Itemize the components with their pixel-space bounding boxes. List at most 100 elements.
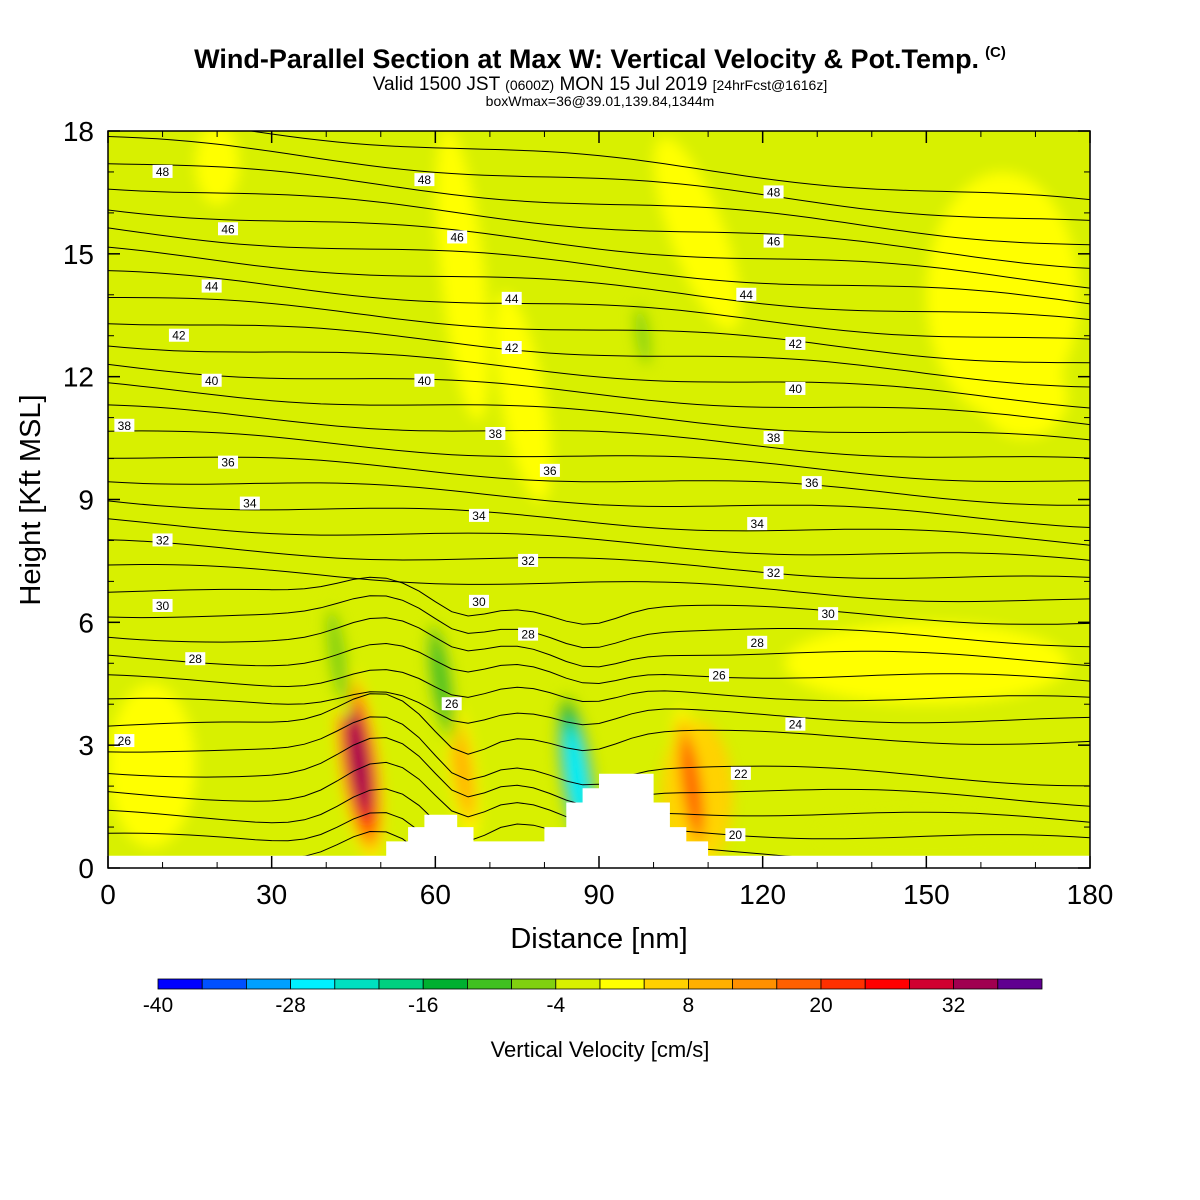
theta-label-text: 22 (734, 767, 748, 781)
theta-label-text: 36 (805, 476, 819, 490)
theta-label-text: 38 (767, 431, 781, 445)
x-tick-label: 30 (256, 879, 287, 910)
colorbar: -40 -28 -16 -4 8 20 32 (143, 978, 1043, 1017)
theta-label-text: 38 (489, 427, 503, 441)
theta-label: 44 (736, 287, 757, 302)
boxwmax-label: boxWmax=36@39.01,139.84,1344m (485, 93, 715, 109)
theta-contour-labels: 48 48 48 46 46 46 44 44 44 42 42 42 40 40 40 38 38 38 36 36… (114, 164, 839, 842)
theta-label: 34 (747, 517, 768, 531)
theta-contour-line (108, 617, 1090, 668)
theta-label: 38 (114, 418, 135, 433)
theta-label: 28 (518, 627, 539, 642)
theta-label: 40 (785, 381, 806, 396)
theta-label-text: 26 (118, 734, 132, 748)
colorbar-swatch (157, 978, 203, 990)
theta-label: 48 (152, 164, 173, 179)
y-tick-label: 12 (63, 362, 94, 393)
velocity-patch (980, 356, 1069, 439)
theta-label-text: 32 (767, 566, 781, 580)
theta-label: 44 (201, 279, 222, 294)
y-tick-label: 15 (63, 239, 94, 270)
theta-label-bg (801, 476, 822, 490)
theta-label-bg (763, 431, 784, 445)
colorbar-swatch (732, 978, 778, 990)
theta-label: 36 (801, 476, 822, 490)
theta-label-text: 34 (751, 517, 765, 531)
theta-label-text: 36 (221, 456, 235, 470)
theta-label-text: 36 (543, 464, 557, 478)
theta-contour-line (108, 188, 1090, 269)
x-tick-label: 90 (583, 879, 614, 910)
theta-label-bg (785, 717, 806, 731)
theta-contour-line (108, 518, 1090, 561)
velocity-patch (926, 171, 1080, 418)
theta-label-bg (725, 828, 746, 842)
theta-label-bg (414, 173, 435, 187)
theta-label: 20 (725, 828, 746, 842)
theta-label: 38 (763, 431, 784, 445)
colorbar-tick-label: -16 (408, 994, 438, 1017)
theta-label-bg (201, 373, 222, 387)
theta-label: 22 (730, 766, 751, 781)
plot-area: 48 48 48 46 46 46 44 44 44 42 42 42 40 40 40 38 38 38 36 36… (108, 131, 1090, 868)
colorbar-tick-label: -4 (546, 994, 565, 1017)
copyright-mark: (C) (985, 44, 1006, 61)
colorbar-swatch (997, 978, 1043, 990)
theta-contour-line (108, 564, 1090, 603)
theta-label-bg (730, 766, 751, 780)
theta-label-text: 28 (751, 636, 765, 650)
theta-label-bg (747, 635, 768, 649)
theta-label-text: 34 (472, 509, 486, 523)
theta-label-bg (818, 607, 839, 621)
colorbar-swatch (776, 978, 822, 990)
theta-label-text: 28 (521, 628, 535, 642)
theta-label-text: 38 (118, 419, 132, 433)
colorbar-tick-label: 32 (942, 994, 965, 1017)
theta-label-bg (485, 426, 506, 440)
theta-label: 30 (152, 598, 173, 613)
colorbar-tick-label: 8 (683, 994, 695, 1017)
x-axis-title: Distance [nm] (510, 923, 687, 955)
theta-label-bg (501, 291, 522, 305)
y-tick-label: 0 (78, 853, 94, 884)
theta-label-text: 30 (156, 599, 170, 613)
theta-contour-line (108, 297, 1090, 364)
theta-contour-line (108, 669, 1090, 703)
theta-contour-line (108, 576, 1090, 625)
colorbar-swatch (201, 978, 247, 990)
x-tick-label: 60 (420, 879, 451, 910)
theta-label-bg (414, 373, 435, 387)
theta-label-text: 48 (156, 165, 170, 179)
theta-contour-line (108, 691, 1090, 726)
theta-label-bg (201, 279, 222, 293)
theta-label-text: 44 (505, 292, 519, 306)
colorbar-tick-label: -40 (143, 994, 173, 1017)
theta-label: 30 (818, 607, 839, 621)
theta-label: 40 (201, 373, 222, 388)
x-tick-label: 180 (1067, 879, 1114, 910)
theta-label-text: 42 (789, 337, 803, 351)
theta-label-bg (539, 463, 560, 477)
theta-contour-line (108, 481, 1090, 528)
theta-label-text: 26 (445, 697, 459, 711)
theta-contour-line (108, 163, 1090, 246)
colorbar-title: Vertical Velocity [cm/s] (491, 1037, 710, 1062)
theta-label: 48 (414, 173, 435, 187)
theta-label: 28 (747, 635, 768, 650)
theta-label-bg (468, 594, 489, 608)
velocity-feature-downdraft (566, 730, 588, 826)
theta-contour-line (108, 693, 1090, 755)
theta-label: 32 (518, 553, 539, 568)
theta-label-bg (152, 598, 173, 612)
theta-label-bg (709, 668, 730, 682)
theta-label-text: 48 (418, 173, 432, 187)
theta-label-text: 32 (156, 533, 170, 547)
theta-label-bg (239, 496, 260, 510)
velocity-patch (108, 683, 196, 848)
theta-label-text: 44 (205, 280, 219, 294)
theta-label: 26 (114, 734, 135, 748)
terrain-profile (108, 773, 1090, 868)
theta-label-text: 40 (418, 374, 432, 388)
theta-label-bg (218, 455, 239, 469)
